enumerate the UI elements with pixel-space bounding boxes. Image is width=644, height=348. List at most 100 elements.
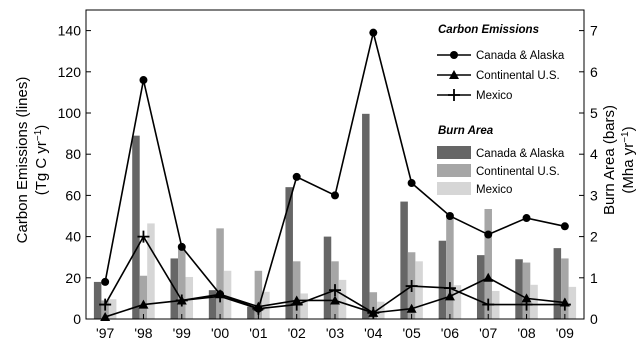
right-tick-label-7: 7 [590, 23, 598, 39]
legend-swatch-0 [437, 146, 471, 159]
left-tick-label-0: 0 [73, 311, 81, 327]
left-axis-label: Carbon Emissions (lines) [14, 77, 31, 244]
right-tick-label-6: 6 [590, 64, 598, 80]
point-2-8 [405, 280, 418, 293]
legend-marker-2 [448, 89, 460, 101]
x-tick-label-3: '00 [211, 325, 229, 341]
point-2-2 [175, 294, 188, 307]
bar-0-11 [515, 259, 523, 319]
bar-1-4 [254, 270, 263, 319]
legend-marker-0 [450, 51, 458, 59]
bar-0-4 [247, 306, 255, 319]
bar-2-12 [568, 286, 577, 319]
right-axis-unit: (Mha yr−1) [620, 126, 638, 193]
point-2-5 [290, 298, 303, 311]
legend-swatch-2 [437, 182, 471, 195]
x-axis-ticks: '97 '98 '99 '00 '01 '02 '03 '04 '05 '06 '07 '08 '09 [96, 314, 574, 341]
bar-0-8 [400, 201, 408, 319]
x-tick-label-8: '05 [402, 325, 420, 341]
bar-1-2 [178, 248, 186, 319]
legend-line-label-1: Continental U.S. [476, 70, 560, 82]
right-tick-label-3: 3 [590, 187, 598, 203]
right-tick-label-5: 5 [590, 105, 598, 121]
point-2-9 [443, 282, 456, 295]
legend-line-label-2: Mexico [476, 90, 512, 102]
left-tick-label-4: 80 [65, 146, 81, 162]
right-tick-label-0: 0 [590, 311, 598, 327]
bar-1-3 [216, 228, 224, 319]
point-2-4 [252, 302, 265, 315]
bar-1-10 [484, 208, 492, 319]
bar-1-5 [292, 261, 301, 319]
bar-1-1 [139, 275, 148, 319]
left-tick-label-2: 40 [65, 229, 81, 245]
point-0-12 [560, 222, 569, 231]
bar-2-0 [108, 299, 117, 319]
x-tick-label-2: '99 [173, 325, 191, 341]
bar-1-11 [522, 262, 531, 319]
point-1-11 [521, 293, 532, 303]
point-0-7 [369, 28, 378, 37]
point-2-1 [137, 230, 150, 243]
point-2-10 [482, 298, 495, 311]
point-0-1 [139, 76, 148, 85]
legend-title-burn: Burn Area [438, 125, 494, 137]
bar-2-9 [453, 285, 462, 319]
bar-2-8 [415, 261, 423, 319]
right-axis-ticks: 0 1 2 3 4 5 6 7 [579, 23, 598, 327]
point-2-12 [558, 298, 571, 311]
lines-layer [99, 28, 571, 321]
bar-2-2 [185, 276, 194, 319]
left-tick-label-7: 140 [58, 23, 82, 39]
point-0-5 [292, 172, 301, 181]
bar-2-7 [377, 301, 385, 319]
right-tick-label-1: 1 [590, 270, 598, 286]
legend-swatch-1 [437, 164, 471, 177]
point-1-8 [406, 303, 417, 313]
right-axis-label: Burn Area (bars) [601, 105, 618, 215]
legend-title-emissions: Carbon Emissions [438, 24, 539, 36]
point-1-6 [330, 295, 340, 305]
legend-line-label-0: Canada & Alaska [476, 50, 565, 62]
point-0-2 [177, 242, 186, 251]
bar-1-12 [561, 258, 569, 319]
bar-2-3 [223, 270, 232, 319]
x-tick-label-9: '06 [441, 325, 459, 341]
bar-0-12 [553, 248, 562, 319]
bar-1-7 [369, 292, 378, 319]
bar-2-1 [147, 223, 155, 319]
bar-1-9 [446, 218, 454, 319]
point-1-9 [444, 291, 455, 301]
bar-0-10 [476, 255, 485, 319]
legend-bar-label-1: Continental U.S. [476, 166, 560, 178]
left-axis-unit: (Tg C yr−1) [33, 125, 51, 196]
point-1-10 [483, 272, 494, 282]
legend: Carbon Emissions Canada & Alaska Continen… [437, 24, 565, 196]
x-tick-label-1: '98 [134, 325, 152, 341]
x-tick-label-6: '03 [326, 325, 344, 341]
legend-bar-label-2: Mexico [476, 184, 512, 196]
legend-lines: Canada & Alaska Continental U.S. Mexico [437, 50, 565, 102]
bar-0-3 [208, 290, 217, 319]
right-tick-label-4: 4 [590, 146, 598, 162]
bar-0-9 [438, 240, 447, 319]
point-2-3 [214, 290, 227, 303]
bar-0-7 [362, 113, 370, 319]
legend-bars: Canada & Alaska Continental U.S. Mexico [437, 146, 565, 196]
left-tick-label-6: 120 [58, 64, 82, 80]
point-0-6 [331, 191, 339, 200]
point-2-11 [520, 298, 533, 311]
bar-2-6 [338, 279, 347, 319]
x-tick-label-7: '04 [364, 325, 382, 341]
left-tick-label-5: 100 [58, 105, 82, 121]
bar-0-6 [323, 236, 332, 319]
bar-0-1 [132, 135, 140, 319]
point-1-1 [138, 299, 149, 309]
bar-2-11 [530, 284, 538, 319]
point-0-10 [484, 230, 493, 239]
point-0-11 [522, 214, 531, 223]
x-tick-label-5: '02 [288, 325, 306, 341]
point-0-8 [407, 179, 416, 188]
legend-bar-label-0: Canada & Alaska [476, 148, 565, 160]
right-tick-label-2: 2 [590, 229, 598, 245]
